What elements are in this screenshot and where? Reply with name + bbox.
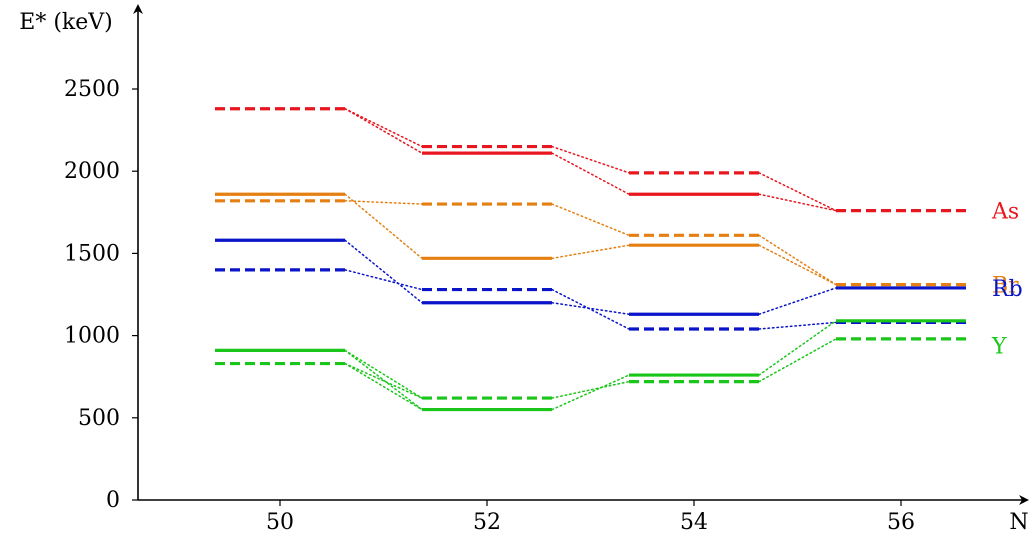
x-tick-label: 54	[680, 510, 708, 535]
transition-link	[551, 288, 630, 330]
transition-link	[344, 239, 423, 304]
transition-link	[344, 349, 423, 399]
transition-link	[344, 107, 423, 148]
transition-link	[758, 193, 837, 212]
series-label: Y	[991, 334, 1007, 359]
y-tick-label: 2500	[64, 77, 120, 102]
y-axis-label: E* (keV)	[19, 10, 112, 35]
y-tick-label: 1500	[64, 241, 120, 266]
transition-links	[344, 107, 837, 411]
transition-link	[758, 234, 837, 286]
transition-link	[551, 145, 630, 174]
transition-link	[758, 244, 837, 286]
x-tick-label: 50	[266, 510, 294, 535]
x-tick-label: 52	[473, 510, 501, 535]
transition-link	[758, 172, 837, 212]
transition-link	[344, 349, 423, 411]
y-tick-label: 2000	[64, 159, 120, 184]
transition-link	[758, 287, 837, 315]
x-tick-label: 56	[887, 510, 915, 535]
transition-link	[344, 200, 423, 205]
transition-link	[551, 244, 630, 260]
transition-link	[344, 362, 423, 411]
transition-link	[551, 152, 630, 195]
ticks: 0 500 1000 1500 2000 2500 50 52 54 56	[64, 77, 915, 535]
transition-link	[551, 203, 630, 237]
transition-link	[758, 338, 837, 383]
transition-link	[344, 362, 423, 399]
series-label: Rb	[992, 277, 1023, 302]
transition-link	[344, 193, 423, 260]
y-tick-label: 0	[106, 488, 120, 513]
transition-link	[551, 301, 630, 315]
transition-link	[758, 321, 837, 330]
transition-link	[758, 320, 837, 376]
x-axis-label: N	[1009, 510, 1028, 535]
transition-link	[344, 107, 423, 154]
transition-link	[551, 380, 630, 399]
transition-link	[551, 374, 630, 411]
series-label: As	[991, 200, 1019, 225]
transition-link	[344, 269, 423, 291]
axes: E* (keV) N	[19, 4, 1029, 535]
energy-levels	[215, 107, 966, 412]
y-tick-label: 500	[78, 406, 120, 431]
series-label: Br	[992, 274, 1019, 299]
y-tick-label: 1000	[64, 324, 120, 349]
